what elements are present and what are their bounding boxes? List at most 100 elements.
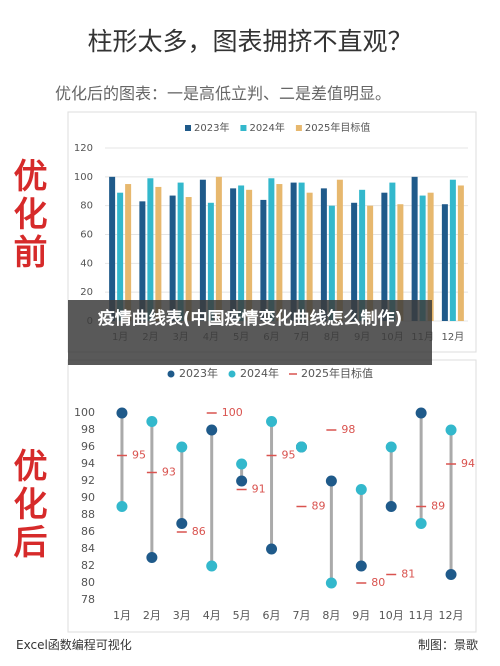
bar — [117, 192, 124, 321]
target-label: 93 — [162, 466, 176, 479]
legend-swatch — [295, 125, 302, 131]
dot — [146, 416, 158, 427]
x-tick-label: 8月 — [322, 609, 340, 622]
dot — [325, 577, 337, 589]
bar — [320, 188, 327, 321]
dot — [116, 501, 128, 512]
bar — [268, 178, 275, 321]
y-tick-label: 20 — [80, 287, 93, 298]
y-tick-label: 80 — [81, 576, 95, 589]
bar — [381, 192, 388, 321]
y-tick-label: 82 — [81, 559, 95, 572]
x-tick-label: 12月 — [439, 609, 464, 622]
bar — [411, 176, 418, 321]
target-label: 89 — [311, 500, 325, 513]
dot — [176, 441, 188, 453]
y-tick-label: 94 — [81, 457, 95, 470]
bar — [125, 184, 132, 321]
bar — [109, 176, 116, 321]
bar — [457, 185, 464, 321]
dot — [355, 484, 367, 495]
bar — [419, 195, 426, 321]
bar — [290, 182, 297, 321]
x-tick-label: 4月 — [203, 609, 221, 622]
target-label: 86 — [192, 525, 206, 538]
dot — [236, 458, 248, 470]
y-tick-label: 100 — [74, 406, 95, 419]
bar — [336, 179, 343, 321]
y-tick-label: 96 — [81, 440, 95, 453]
bar — [389, 182, 396, 321]
bar — [139, 201, 146, 321]
footer-right: 制图：景歌 — [417, 638, 478, 652]
bar — [367, 205, 374, 321]
legend-swatch — [228, 370, 236, 378]
bar — [207, 202, 214, 321]
legend-label: 2023年 — [179, 366, 218, 380]
x-tick-label: 6月 — [263, 609, 281, 622]
y-tick-label: 88 — [81, 508, 95, 521]
bar — [215, 176, 222, 321]
bar — [230, 188, 237, 321]
target-label: 98 — [341, 423, 355, 436]
dot — [325, 475, 337, 487]
target-label: 94 — [461, 457, 475, 470]
bar — [449, 179, 456, 321]
y-tick-label: 92 — [81, 474, 95, 487]
legend-label: 2023年 — [194, 121, 229, 134]
dot — [266, 543, 278, 555]
dot — [176, 518, 188, 529]
x-tick-label: 10月 — [379, 609, 404, 622]
page-title: 柱形太多，图表拥挤不直观？ — [87, 27, 413, 56]
target-label: 81 — [401, 568, 415, 581]
side-label: 优化后 — [7, 448, 47, 562]
dot — [415, 518, 427, 529]
dot — [385, 441, 397, 453]
bar — [260, 199, 267, 321]
dot — [236, 475, 248, 487]
footer-left: Excel函数编程可视化 — [16, 638, 132, 652]
x-tick-label: 1月 — [113, 609, 131, 622]
dot — [355, 560, 367, 572]
dot — [206, 560, 218, 572]
bar — [328, 205, 335, 321]
y-tick-label: 80 — [80, 201, 93, 212]
bar — [155, 186, 162, 321]
bar — [427, 192, 434, 321]
bar — [169, 195, 176, 321]
bar — [298, 182, 305, 321]
dot — [415, 407, 427, 419]
x-tick-label: 5月 — [233, 609, 251, 622]
dot — [445, 569, 457, 580]
x-tick-label: 12月 — [442, 331, 465, 343]
dot — [146, 552, 158, 563]
target-label: 91 — [252, 483, 266, 496]
target-label: 80 — [371, 576, 385, 589]
bar — [397, 204, 404, 321]
bar — [246, 189, 253, 321]
side-label: 优化前 — [7, 158, 47, 272]
bar — [147, 178, 154, 321]
target-label: 95 — [132, 449, 146, 462]
target-label: 95 — [282, 449, 296, 462]
bar — [238, 185, 245, 321]
bar — [441, 204, 448, 321]
y-tick-label: 100 — [74, 172, 93, 183]
target-label: 100 — [222, 406, 243, 419]
dot — [266, 416, 278, 427]
y-tick-label: 98 — [81, 423, 95, 436]
dot — [445, 424, 457, 436]
y-tick-label: 120 — [74, 143, 93, 154]
dot — [295, 441, 307, 453]
bar — [351, 202, 358, 321]
legend-label: 2025年目标值 — [301, 366, 373, 380]
bar — [199, 179, 206, 321]
x-tick-label: 3月 — [173, 609, 191, 622]
legend-swatch — [167, 370, 175, 378]
y-tick-label: 40 — [80, 258, 93, 269]
bar — [177, 182, 184, 321]
x-tick-label: 9月 — [352, 609, 370, 622]
legend-label: 2024年 — [249, 121, 284, 134]
